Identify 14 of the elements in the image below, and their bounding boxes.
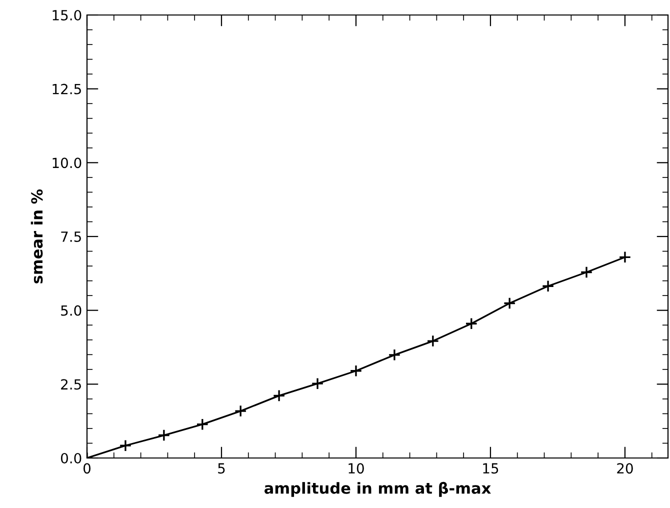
y-tick-label: 12.5	[52, 84, 81, 94]
y-tick-label: 7.5	[61, 232, 81, 242]
x-tick-label: 15	[483, 463, 498, 474]
y-tick-label: 15.0	[52, 10, 82, 20]
y-axis-title: smear in %	[30, 189, 43, 284]
x-tick-label: 10	[348, 463, 364, 474]
y-tick-label: 0.0	[60, 452, 82, 464]
x-tick-label: 20	[617, 463, 633, 474]
y-tick-label: 2.5	[61, 379, 81, 390]
y-tick-label: 10.0	[52, 158, 82, 168]
x-tick-label: 5	[218, 463, 225, 474]
x-tick-label: 0	[83, 463, 90, 474]
x-axis-title: amplitude in mm at β-max	[264, 482, 491, 497]
y-tick-label: 5.0	[61, 305, 82, 316]
